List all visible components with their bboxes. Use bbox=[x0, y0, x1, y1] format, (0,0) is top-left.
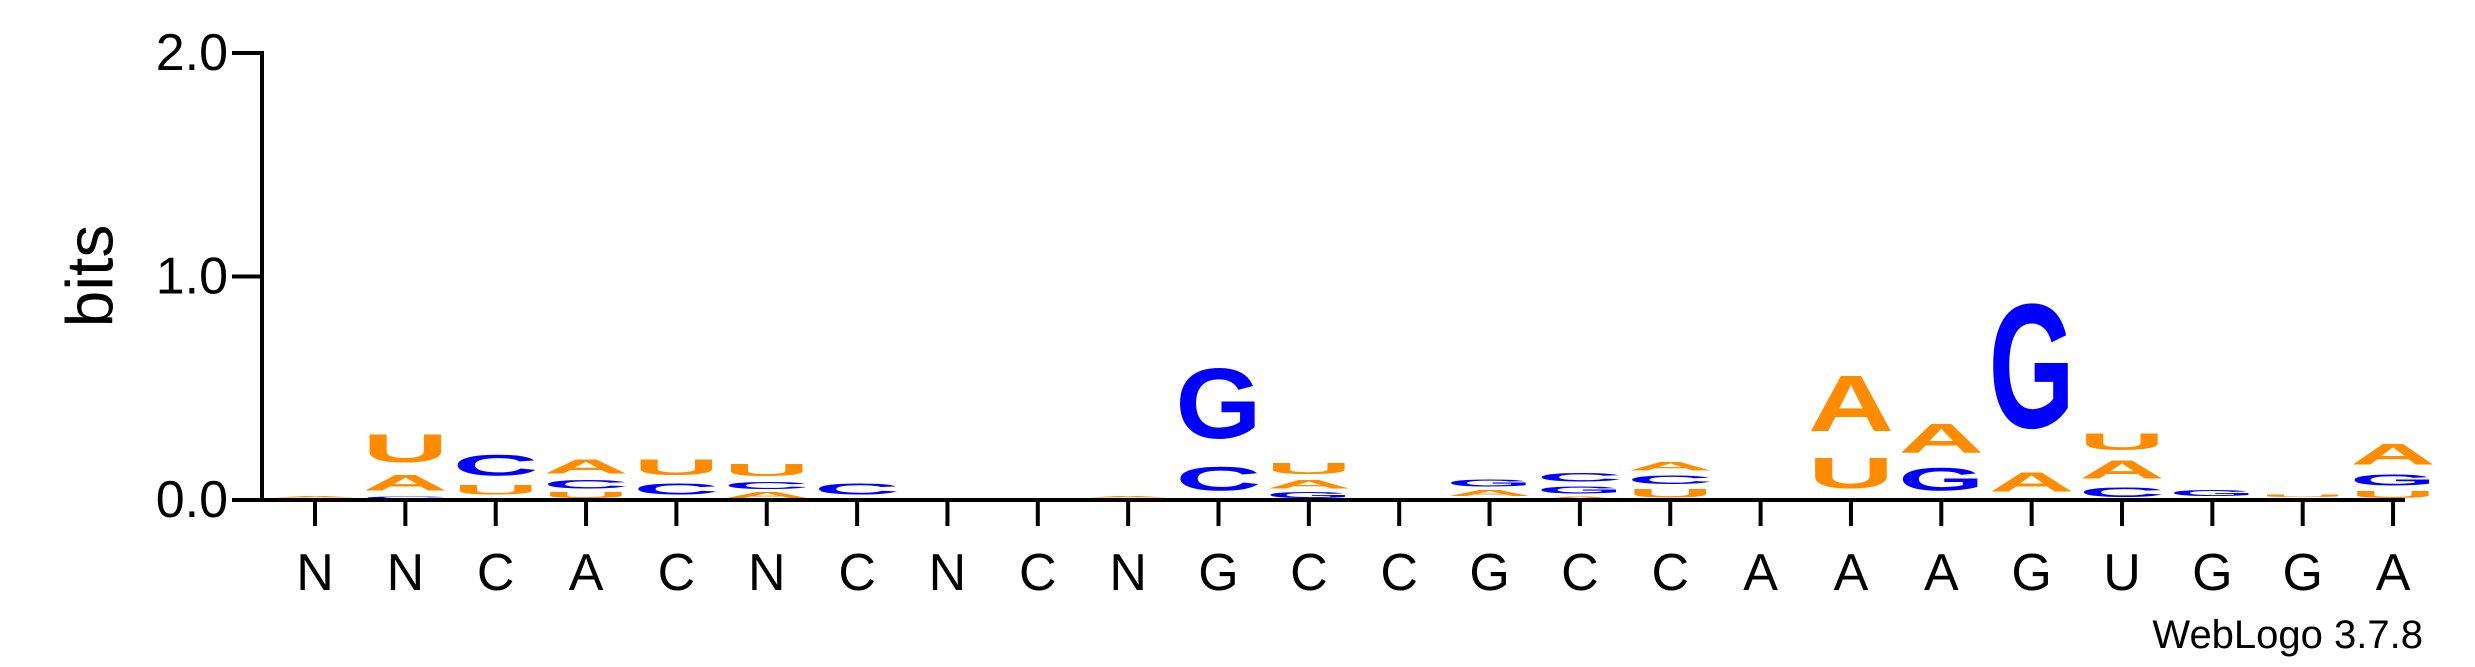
logo-letter-A: A bbox=[2350, 437, 2436, 470]
x-tick-label: N bbox=[748, 544, 786, 602]
x-tick-label: A bbox=[569, 544, 604, 602]
x-tick-label: N bbox=[296, 544, 334, 602]
x-tick-label: G bbox=[2282, 544, 2322, 602]
y-tick-label: 1.0 bbox=[156, 248, 228, 306]
x-tick-label: N bbox=[929, 544, 967, 602]
logo-letter-A: A bbox=[272, 496, 358, 498]
logo-letter-C: C bbox=[1176, 460, 1262, 498]
logo-letter-A: A bbox=[1808, 359, 1894, 448]
x-tick-label: C bbox=[1290, 544, 1328, 602]
logo-letter-C: C bbox=[2079, 484, 2165, 500]
x-tick-label: G bbox=[1198, 544, 1238, 602]
logo-letter-C: C bbox=[633, 480, 719, 498]
logo-letter-U: U bbox=[543, 491, 629, 500]
logo-letter-G: G bbox=[2169, 489, 2255, 498]
x-tick-label: C bbox=[1561, 544, 1599, 602]
logo-letter-G: G bbox=[1989, 268, 2075, 466]
y-tick-layer: 0.0 1.0 2.0 bbox=[156, 24, 262, 529]
logo-letter-C: C bbox=[362, 496, 448, 500]
logo-letter-C: C bbox=[453, 449, 539, 482]
x-tick-label: C bbox=[477, 544, 515, 602]
logo-letter-U: U bbox=[724, 460, 810, 480]
logo-glyph-layer: UACAUGUCUCAACUACUUCUAACUAACGGAUCAUAGAGCU… bbox=[272, 268, 2436, 500]
logo-letter-U: U bbox=[2079, 429, 2165, 456]
x-tick-label: C bbox=[1019, 544, 1057, 602]
x-tick-label: U bbox=[2103, 544, 2141, 602]
weblogo-credit: WebLogo 3.7.8 bbox=[2152, 613, 2423, 657]
x-tick-label: N bbox=[1109, 544, 1147, 602]
logo-axis-layer: bits bbox=[52, 51, 2406, 502]
y-tick-label: 2.0 bbox=[156, 24, 228, 82]
logo-letter-A: A bbox=[1266, 478, 1352, 491]
logo-letter-A: A bbox=[543, 455, 629, 477]
logo-letter-G: G bbox=[1447, 478, 1533, 489]
logo-letter-U: U bbox=[2350, 489, 2436, 500]
y-axis-title: bits bbox=[52, 225, 126, 328]
logo-letter-A: A bbox=[362, 471, 448, 496]
logo-letter-C: C bbox=[1627, 473, 1713, 486]
logo-letter-A: A bbox=[1085, 496, 1171, 498]
logo-letter-U: U bbox=[362, 426, 448, 470]
x-tick-label: A bbox=[1743, 544, 1778, 602]
logo-letter-G: G bbox=[1537, 484, 1623, 495]
x-tick-label: C bbox=[1651, 544, 1689, 602]
x-tick-label: G bbox=[2011, 544, 2051, 602]
logo-letter-G: G bbox=[1266, 491, 1352, 500]
logo-letter-U: U bbox=[1627, 486, 1713, 499]
x-tick-label: C bbox=[838, 544, 876, 602]
logo-letter-A: A bbox=[1537, 496, 1623, 500]
logo-letter-A: A bbox=[1627, 460, 1713, 473]
x-tick-label: C bbox=[658, 544, 696, 602]
logo-letter-C: C bbox=[724, 480, 810, 491]
logo-letter-A: A bbox=[1447, 489, 1533, 498]
logo-letter-G: G bbox=[1176, 349, 1262, 460]
x-tick-label: A bbox=[2376, 544, 2411, 602]
y-tick-label: 0.0 bbox=[156, 471, 228, 529]
logo-letter-U: U bbox=[1266, 460, 1352, 478]
x-tick-label: A bbox=[1924, 544, 1959, 602]
logo-letter-U: U bbox=[453, 482, 539, 498]
logo-letter-C: C bbox=[1537, 471, 1623, 484]
x-tick-label: A bbox=[1834, 544, 1869, 602]
logo-letter-U: U bbox=[2260, 493, 2346, 497]
logo-letter-U: U bbox=[1808, 449, 1894, 498]
logo-letter-G: G bbox=[1898, 462, 1984, 498]
logo-letter-U: U bbox=[633, 455, 719, 480]
logo-letter-A: A bbox=[724, 491, 810, 500]
logo-letter-A: A bbox=[1989, 467, 2075, 498]
x-tick-label: G bbox=[1469, 544, 1509, 602]
logo-letter-C: C bbox=[543, 478, 629, 491]
logo-letter-A: A bbox=[1898, 415, 1984, 462]
x-tick-label: G bbox=[2192, 544, 2232, 602]
logo-letter-A: A bbox=[2079, 455, 2165, 484]
x-tick-label: C bbox=[1380, 544, 1418, 602]
logo-letter-G: G bbox=[2350, 471, 2436, 489]
logo-letter-C: C bbox=[814, 480, 900, 498]
x-tick-label: N bbox=[387, 544, 425, 602]
